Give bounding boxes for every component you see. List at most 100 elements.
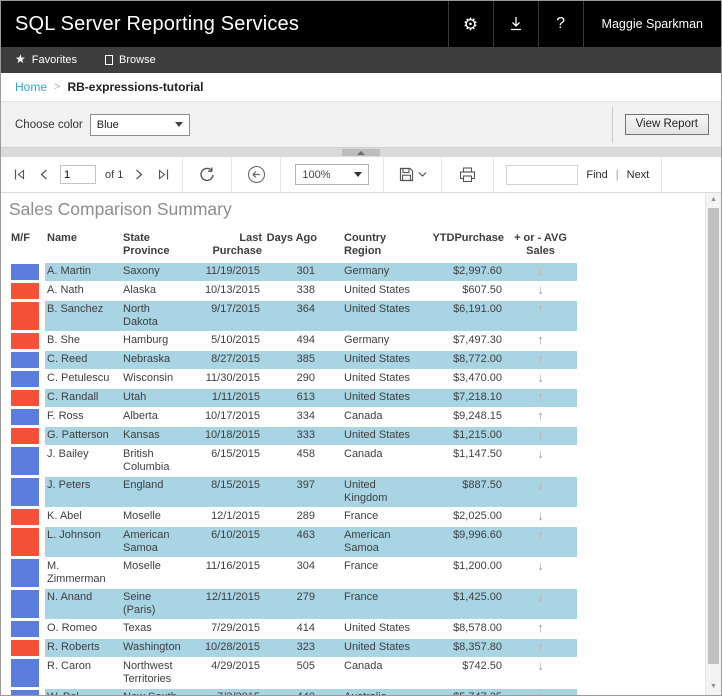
country-cell: France bbox=[344, 560, 379, 572]
blue-gender-indicator bbox=[11, 559, 39, 587]
previous-page-button[interactable] bbox=[37, 166, 51, 183]
days-ago-cell: 364 bbox=[262, 301, 317, 331]
question-mark-icon: ? bbox=[556, 15, 565, 32]
blue-gender-indicator bbox=[11, 264, 39, 280]
table-row: B. Sanchez North Dakota 9/17/2015 364 Un… bbox=[7, 301, 577, 331]
first-page-button[interactable] bbox=[11, 166, 28, 183]
breadcrumb-home-link[interactable]: Home bbox=[15, 80, 48, 94]
name-cell: J. Peters bbox=[45, 477, 121, 507]
trend-up-arrow-icon: ↑ bbox=[537, 527, 544, 542]
days-ago-cell: 414 bbox=[296, 622, 315, 634]
collapse-parameters-handle[interactable] bbox=[342, 149, 380, 156]
back-to-parent-button[interactable] bbox=[245, 163, 268, 186]
blue-gender-indicator bbox=[11, 621, 39, 637]
days-ago-cell: 338 bbox=[296, 284, 315, 296]
dropdown-arrow-icon bbox=[174, 122, 183, 127]
trend-cell: ↑ bbox=[504, 389, 577, 407]
scrollbar-down-arrow[interactable]: ▼ bbox=[710, 683, 717, 690]
parameter-splitter bbox=[1, 148, 721, 157]
trend-cell: ↑ bbox=[504, 301, 577, 331]
days-ago-cell: 323 bbox=[262, 639, 317, 657]
print-button[interactable] bbox=[457, 165, 478, 185]
favorites-label: Favorites bbox=[31, 54, 78, 66]
previous-page-icon bbox=[40, 169, 47, 180]
report-canvas: Sales Comparison Summary M/F Name State … bbox=[1, 193, 721, 695]
table-row: K. Abel Moselle 12/1/2015 289 France $2,… bbox=[7, 508, 577, 526]
trend-cell: ↓ bbox=[504, 589, 577, 619]
trend-cell: ↓ bbox=[504, 477, 577, 507]
state-cell: England bbox=[121, 477, 189, 507]
ytd-purchase-cell: $6,191.00 bbox=[424, 301, 504, 331]
gender-cell bbox=[7, 508, 45, 526]
blue-gender-indicator bbox=[11, 352, 39, 368]
choose-color-label: Choose color bbox=[15, 118, 83, 131]
state-cell: Seine (Paris) bbox=[121, 589, 189, 619]
refresh-button[interactable] bbox=[196, 164, 218, 186]
state-cell: Saxony bbox=[121, 263, 189, 281]
country-cell: American Samoa bbox=[317, 527, 424, 557]
table-row: R. Roberts Washington 10/28/2015 323 Uni… bbox=[7, 639, 577, 657]
zoom-select[interactable]: 100% bbox=[295, 164, 370, 185]
name-cell: K. Abel bbox=[47, 510, 82, 522]
view-report-button[interactable]: View Report bbox=[624, 114, 709, 135]
trend-down-arrow-icon: ↓ bbox=[537, 589, 544, 604]
browse-icon bbox=[105, 55, 114, 65]
color-select[interactable]: Blue bbox=[89, 113, 190, 136]
export-button[interactable] bbox=[397, 165, 429, 184]
user-menu[interactable]: Maggie Sparkman bbox=[582, 1, 721, 47]
country-cell: France bbox=[344, 510, 379, 522]
trend-cell: ↓ bbox=[504, 427, 577, 445]
download-button[interactable] bbox=[492, 1, 538, 47]
state-cell: Northwest Territories bbox=[123, 660, 173, 685]
browse-tab[interactable]: Browse bbox=[105, 54, 156, 66]
gender-cell bbox=[7, 351, 45, 369]
find-next-separator: | bbox=[615, 168, 619, 181]
gender-cell bbox=[7, 446, 45, 476]
trend-up-arrow-icon: ↑ bbox=[537, 301, 544, 316]
table-row: M. Zimmerman Moselle 11/16/2015 304 Fran… bbox=[7, 558, 577, 588]
country-cell: United States bbox=[317, 351, 424, 369]
next-link[interactable]: Next bbox=[626, 168, 650, 181]
state-cell: Texas bbox=[123, 622, 152, 634]
trend-cell: ↓ bbox=[504, 558, 577, 588]
print-group bbox=[442, 157, 495, 192]
breadcrumb: Home > RB-expressions-tutorial bbox=[1, 73, 721, 101]
state-cell: Kansas bbox=[121, 427, 189, 445]
red-gender-indicator bbox=[11, 283, 39, 299]
help-button[interactable]: ? bbox=[537, 1, 583, 47]
find-link[interactable]: Find bbox=[586, 168, 608, 181]
find-group: Find | Next bbox=[494, 157, 663, 192]
state-cell: Utah bbox=[121, 389, 189, 407]
favorites-tab[interactable]: ★ Favorites bbox=[15, 53, 78, 66]
last-purchase-cell: 8/15/2015 bbox=[189, 477, 262, 507]
name-cell: C. Randall bbox=[45, 389, 121, 407]
settings-button[interactable]: ⚙ bbox=[447, 1, 493, 47]
name-cell: C. Reed bbox=[45, 351, 121, 369]
vertical-scrollbar[interactable]: ▲ ▼ bbox=[705, 193, 721, 695]
scrollbar-thumb[interactable] bbox=[708, 208, 719, 664]
gear-icon: ⚙ bbox=[462, 14, 479, 34]
next-page-button[interactable] bbox=[132, 166, 146, 183]
current-page-input[interactable] bbox=[60, 165, 96, 184]
red-gender-indicator bbox=[11, 640, 39, 656]
ytd-purchase-cell: $607.50 bbox=[462, 284, 502, 296]
color-select-value: Blue bbox=[96, 118, 119, 131]
country-cell: United States bbox=[344, 372, 411, 384]
last-purchase-cell: 5/10/2015 bbox=[211, 334, 260, 346]
table-row: O. Romeo Texas 7/29/2015 414 United Stat… bbox=[7, 620, 577, 638]
name-cell: B. Sanchez bbox=[45, 301, 121, 331]
ytd-purchase-cell: $2,025.00 bbox=[453, 510, 502, 522]
gender-cell bbox=[7, 589, 45, 619]
back-arrow-icon bbox=[247, 165, 265, 184]
find-text-input[interactable] bbox=[506, 164, 579, 185]
table-row: L. Johnson American Samoa 6/10/2015 463 … bbox=[7, 527, 577, 557]
column-header-country: Country Region bbox=[344, 232, 387, 257]
last-purchase-cell: 1/11/2015 bbox=[189, 389, 262, 407]
scrollbar-up-arrow[interactable]: ▲ bbox=[710, 196, 717, 203]
gender-cell bbox=[7, 301, 45, 331]
name-cell: M. Zimmerman bbox=[47, 560, 106, 585]
last-page-button[interactable] bbox=[155, 166, 172, 183]
trend-cell: ↓ bbox=[504, 370, 577, 388]
country-cell: Australia bbox=[317, 689, 424, 695]
gender-cell bbox=[7, 620, 45, 638]
